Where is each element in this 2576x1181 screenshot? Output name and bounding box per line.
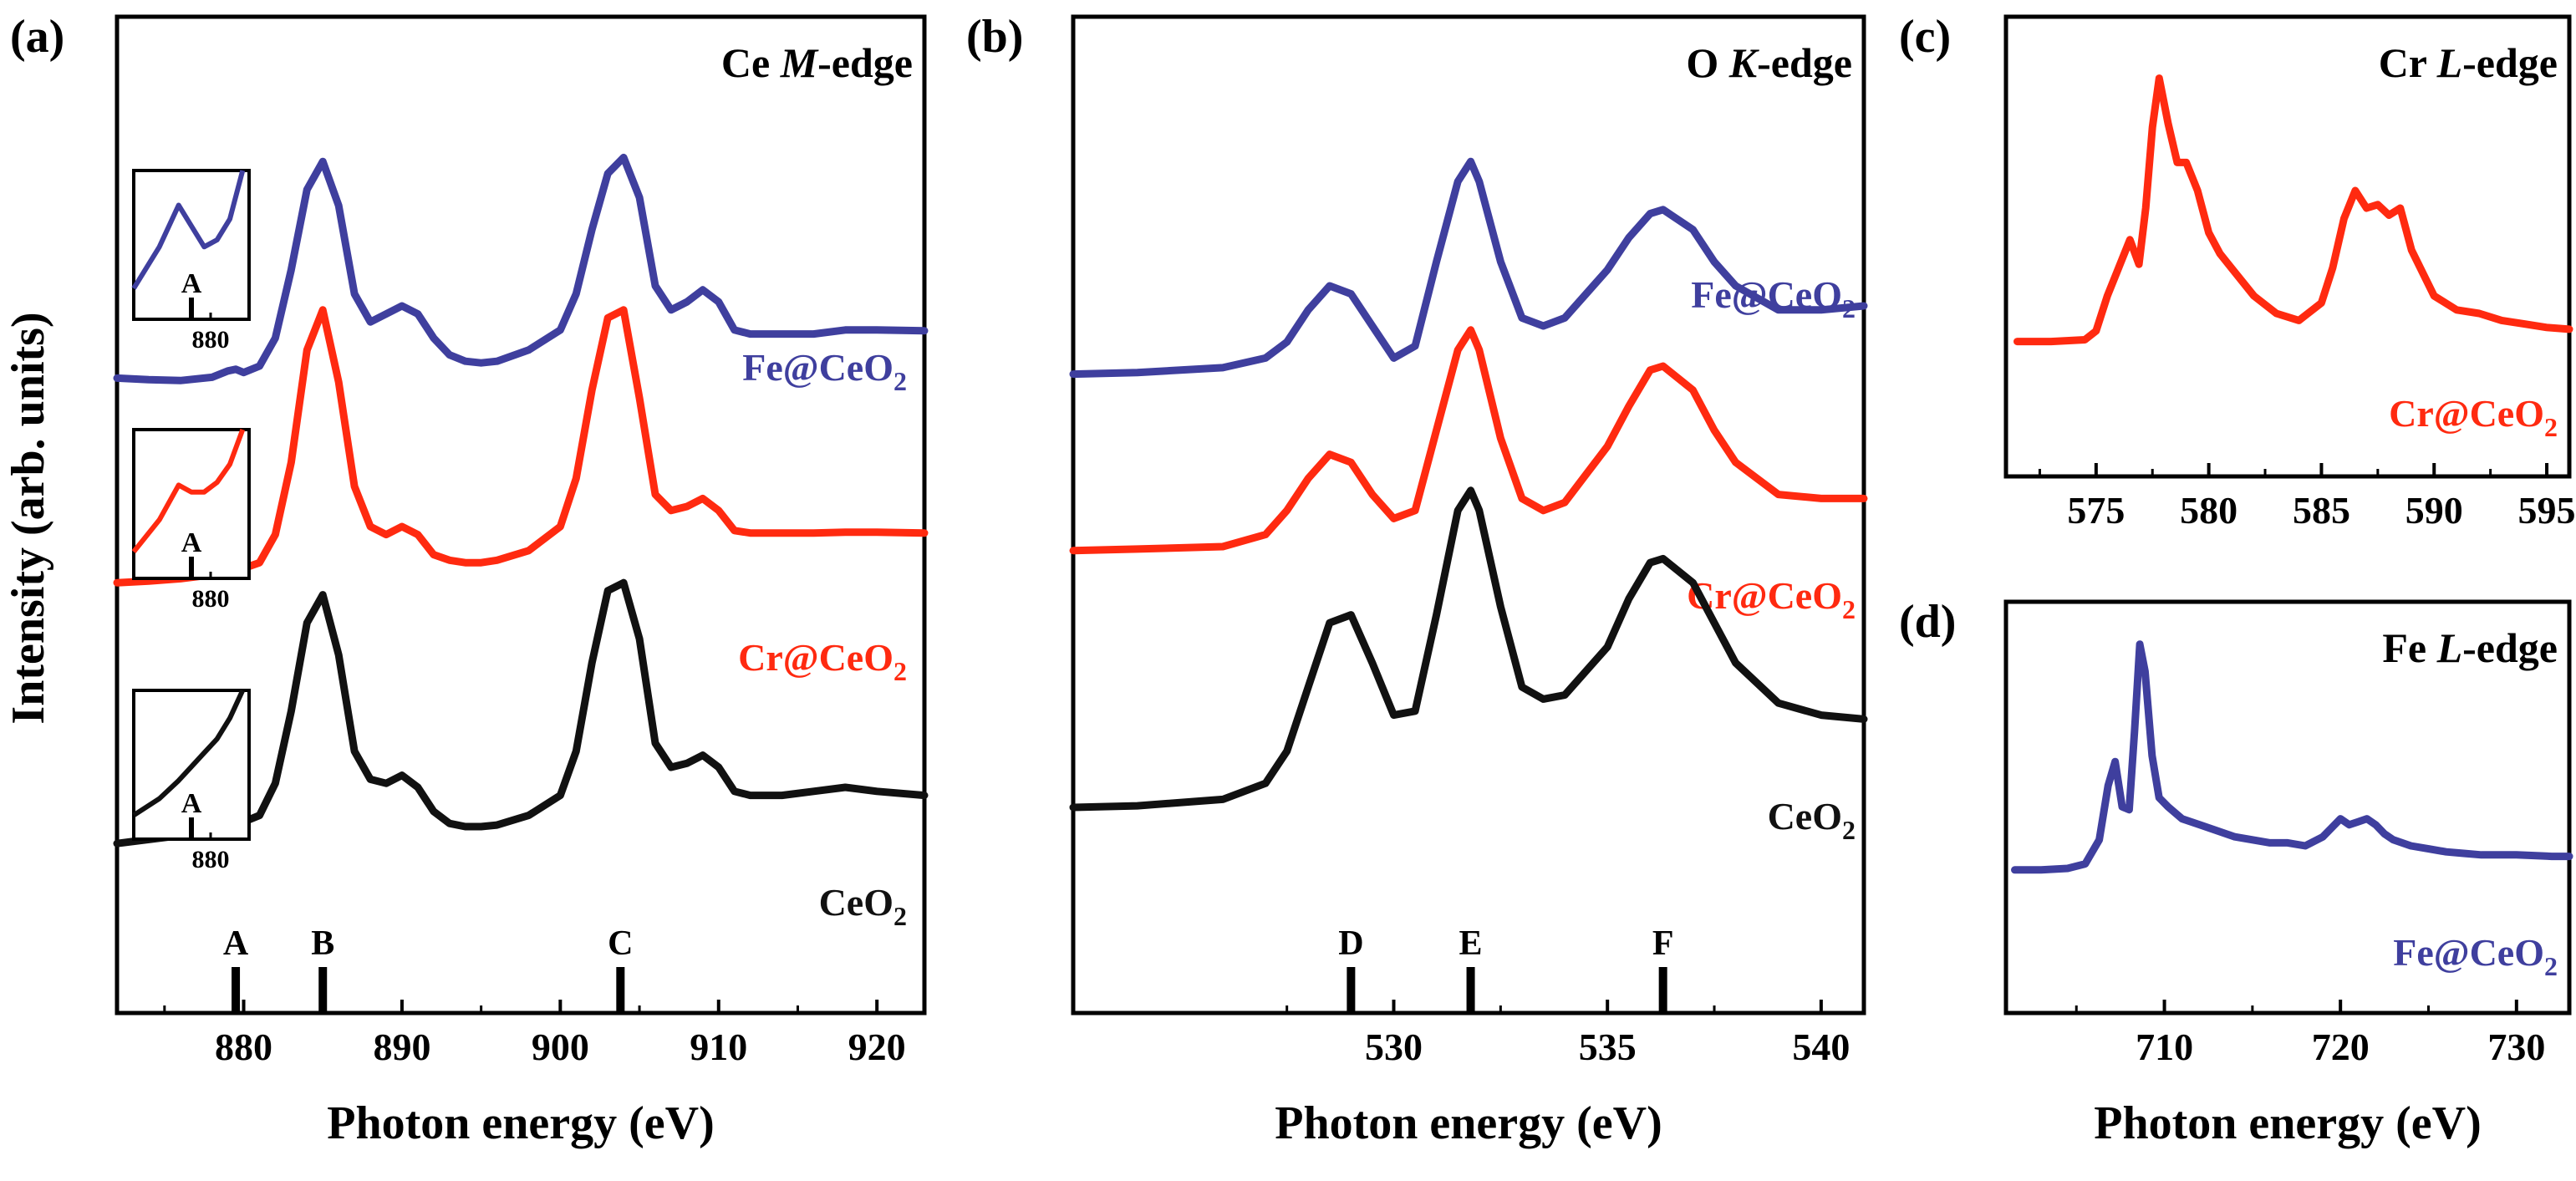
inset-marker-label: A <box>181 788 202 819</box>
series-line-ceo2 <box>113 578 929 848</box>
inset-line <box>132 689 246 817</box>
x-tick-label: 720 <box>2312 1026 2370 1068</box>
edge-title: O K-edge <box>1686 39 1852 86</box>
inset-marker <box>189 817 194 839</box>
inset-marker <box>189 298 194 319</box>
x-axis-label: Photon energy (eV) <box>327 1097 714 1149</box>
inset-frame <box>132 169 251 321</box>
feature-marker-label: D <box>1338 924 1363 963</box>
series-line-cr-at-ceo2 <box>1069 326 1868 555</box>
series-label: Fe@CeO2 <box>1691 273 1856 323</box>
panel-a: (a) Ce M-edge 880 890 900 910 920 Photon energy… <box>10 11 929 1149</box>
edge-title: Cr L-edge <box>2379 39 2558 86</box>
inset-line <box>131 428 246 553</box>
series-line-cr-at-ceo2 <box>2013 74 2573 346</box>
inset-tick-label: 880 <box>192 326 230 354</box>
series-line-fe-at-ceo2 <box>2011 640 2573 874</box>
inset-tick-label: 880 <box>192 585 230 613</box>
inset-marker-label: A <box>181 527 202 558</box>
x-tick-label: 890 <box>373 1026 430 1068</box>
panel-letter: (d) <box>1899 596 1956 648</box>
x-tick-label: 920 <box>848 1026 906 1068</box>
series-line-cr-at-ceo2 <box>113 306 929 587</box>
x-tick-label: 730 <box>2487 1026 2545 1068</box>
x-tick-label: 585 <box>2293 489 2350 532</box>
inset-tick-label: 880 <box>192 846 230 873</box>
edge-title: Fe L-edge <box>2382 624 2558 671</box>
series-line-fe-at-ceo2 <box>113 153 929 384</box>
panel-frame <box>2003 599 2572 1016</box>
x-tick-label: 880 <box>215 1026 272 1068</box>
inset-marker-label: A <box>181 268 202 299</box>
panel-letter: (b) <box>966 11 1023 63</box>
feature-marker-label: B <box>311 924 334 963</box>
x-axis-label: Photon energy (eV) <box>1275 1097 1662 1149</box>
x-tick-label: 710 <box>2136 1026 2193 1068</box>
feature-marker-label: C <box>608 924 633 963</box>
edge-title: Ce M-edge <box>721 39 913 86</box>
feature-marker <box>318 967 328 1013</box>
inset-frame <box>132 428 251 580</box>
x-tick-label: 530 <box>1365 1026 1423 1068</box>
x-tick-label: 535 <box>1579 1026 1637 1068</box>
panel-frame <box>2003 14 2572 479</box>
series-label: Fe@CeO2 <box>742 346 907 396</box>
feature-marker <box>232 967 241 1013</box>
feature-marker <box>1658 967 1667 1013</box>
feature-marker <box>1347 967 1356 1013</box>
panel-letter: (a) <box>10 11 64 63</box>
inset-fe-at-ceo2: A 880 <box>131 169 251 354</box>
inset-ceo2: A 880 <box>132 689 251 873</box>
panel-c: (c) Cr L-edge 575 580 585 590 595 Cr@CeO2 <box>1899 11 2576 532</box>
series-label: Fe@CeO2 <box>2393 931 2558 981</box>
feature-marker <box>1466 967 1475 1013</box>
feature-marker-label: A <box>223 924 249 963</box>
x-tick-label: 590 <box>2405 489 2463 532</box>
feature-marker-label: E <box>1459 924 1483 963</box>
x-tick-label: 595 <box>2518 489 2576 532</box>
inset-cr-at-ceo2: A 880 <box>131 428 251 613</box>
series-label: Cr@CeO2 <box>2389 392 2558 442</box>
series-label: CeO2 <box>1768 795 1856 845</box>
series-label: CeO2 <box>819 881 907 931</box>
x-tick-label: 575 <box>2067 489 2125 532</box>
feature-marker-label: F <box>1652 924 1674 963</box>
x-tick-label: 540 <box>1792 1026 1850 1068</box>
panel-b: (b) O K-edge 530 535 540 Photon energy (eV) Fe… <box>966 11 1868 1149</box>
series-label: Cr@CeO2 <box>738 636 907 686</box>
x-axis-label: Photon energy (eV) <box>2094 1097 2481 1149</box>
series-label: Cr@CeO2 <box>1687 574 1856 624</box>
series-line-fe-at-ceo2 <box>1069 157 1868 379</box>
panel-letter: (c) <box>1899 11 1951 63</box>
y-axis-label: Intensity (arb. units) <box>3 312 54 724</box>
x-tick-label: 900 <box>532 1026 589 1068</box>
inset-marker <box>189 557 194 578</box>
panel-frame <box>115 14 927 1016</box>
feature-marker <box>616 967 625 1013</box>
x-tick-label: 580 <box>2180 489 2237 532</box>
series-line-ceo2 <box>1069 486 1868 812</box>
inset-line <box>131 170 246 290</box>
x-tick-label: 910 <box>690 1026 747 1068</box>
